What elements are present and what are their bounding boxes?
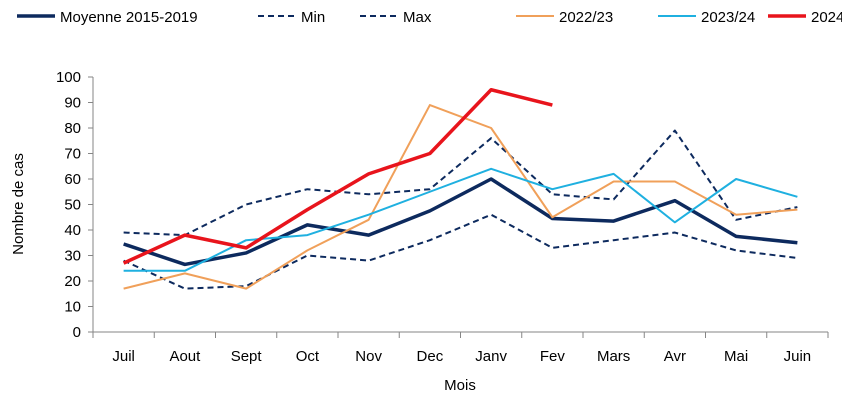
legend-label: 2022/23 bbox=[559, 9, 613, 26]
y-tick-label: 90 bbox=[64, 95, 81, 112]
y-tick-label: 100 bbox=[56, 69, 81, 86]
y-tick-label: 50 bbox=[64, 197, 81, 214]
legend-label: Moyenne 2015-2019 bbox=[60, 9, 198, 26]
x-tick-label: Mai bbox=[724, 348, 748, 365]
legend: Moyenne 2015-2019 Min Max 2022/23 2023/24 202… bbox=[17, 9, 842, 26]
x-axis-label: Mois bbox=[444, 377, 476, 394]
series-line-2022-23 bbox=[123, 104, 798, 290]
y-tick-label: 20 bbox=[64, 273, 81, 290]
series-line-max bbox=[123, 129, 798, 237]
series-line-2024-25 bbox=[122, 88, 553, 265]
axes: 0 10 20 30 40 50 60 70 80 90 100 Juil Aout Sept Oct Nov… bbox=[56, 69, 829, 365]
x-tick-label: Sept bbox=[231, 348, 263, 365]
series-line-min bbox=[123, 213, 798, 290]
y-tick-label: 40 bbox=[64, 222, 81, 239]
legend-label: 2023/24 bbox=[701, 9, 755, 26]
x-tick-label: Oct bbox=[296, 348, 320, 365]
x-tick-label: Janv bbox=[475, 348, 507, 365]
x-tick-label: Mars bbox=[597, 348, 630, 365]
legend-label: 2024/25 bbox=[811, 9, 842, 26]
y-tick-label: 10 bbox=[64, 299, 81, 316]
y-axis-label: Nombre de cas bbox=[10, 153, 27, 255]
legend-label: Max bbox=[403, 9, 432, 26]
y-tick-label: 30 bbox=[64, 248, 81, 265]
x-tick-label: Avr bbox=[664, 348, 686, 365]
series-line-moyenne-2015-2019 bbox=[123, 177, 798, 267]
legend-label: Min bbox=[301, 9, 325, 26]
series-lines bbox=[122, 88, 798, 290]
x-tick-label: Juin bbox=[784, 348, 812, 365]
x-tick-label: Nov bbox=[355, 348, 382, 365]
y-tick-label: 0 bbox=[73, 324, 81, 341]
y-tick-label: 60 bbox=[64, 171, 81, 188]
x-tick-label: Dec bbox=[417, 348, 444, 365]
y-tick-label: 70 bbox=[64, 146, 81, 163]
x-tick-label: Juil bbox=[112, 348, 135, 365]
y-tick-label: 80 bbox=[64, 120, 81, 137]
x-tick-label: Aout bbox=[169, 348, 201, 365]
x-tick-label: Fev bbox=[540, 348, 566, 365]
